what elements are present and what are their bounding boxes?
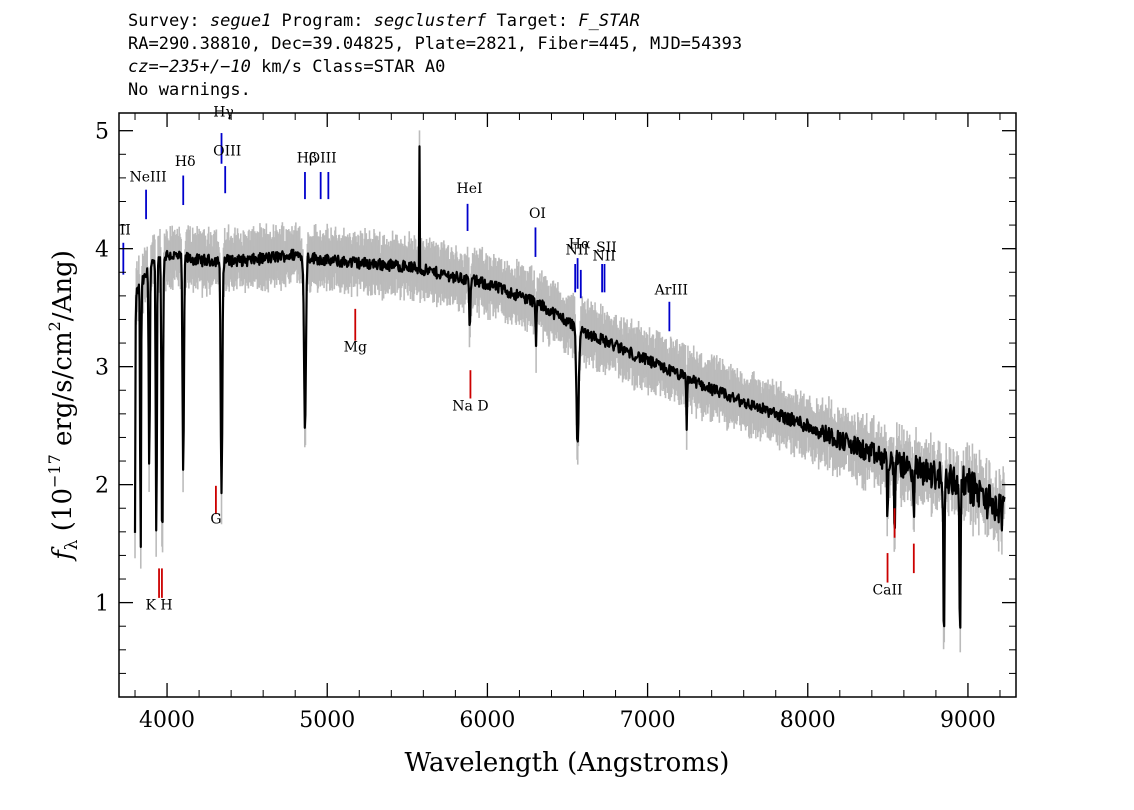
absorption-line-label: Mg [344, 339, 367, 355]
y-label-lambda: λ [62, 539, 82, 550]
x-tick-label: 5000 [299, 708, 355, 733]
emission-line-label: II [120, 223, 131, 239]
emission-line-label: ArIII [654, 283, 688, 299]
emission-line-label: NII [566, 243, 589, 259]
plot-frame [118, 112, 1017, 698]
emission-line-label: Hβ [297, 151, 317, 167]
spectrum-header: Survey: segue1 Program: segclusterf Targ… [128, 10, 742, 102]
y-label-exponent2: 2 [45, 321, 64, 331]
emission-line-label: Hδ [175, 154, 196, 170]
axes: 4000 5000 6000 7000 8000 9000 1 2 3 4 5 [95, 113, 1016, 733]
program-value: segclusterf [373, 11, 487, 31]
spectrum-line [133, 145, 1006, 629]
cz-label: cz= [128, 57, 159, 77]
y-label-units: (10 [48, 488, 78, 540]
y-tick-label: 5 [95, 120, 109, 145]
header-line-warnings: No warnings. [128, 80, 251, 100]
target-value: F_STAR [578, 11, 640, 31]
emission-line-label: SII [596, 240, 617, 256]
y-label-rest: erg/s/cm [48, 331, 78, 454]
absorption-line-label: G [210, 512, 221, 528]
y-tick-label: 4 [95, 238, 109, 263]
x-tick-label: 8000 [780, 708, 836, 733]
header-line-coords: RA=290.38810, Dec=39.04825, Plate=2821, … [128, 34, 743, 54]
line-markers: HγOIIIHδNeIIIHβOIIIHeIOINIIHαNIISIIArIII… [120, 105, 915, 614]
survey-value: segue1 [209, 11, 272, 31]
absorption-line-label: CaII [872, 582, 902, 598]
emission-line-label: NII [592, 248, 615, 264]
absorption-line-label: K H [145, 598, 172, 614]
y-tick-label: 3 [95, 356, 109, 381]
emission-line-label: HeI [457, 181, 483, 197]
spectrum-series [133, 145, 1006, 629]
survey-label: Survey: [128, 11, 210, 31]
emission-line-label: OIII [213, 143, 241, 159]
class-text: km/s Class=STAR A0 [250, 57, 446, 77]
y-label-end: /Ang) [48, 250, 78, 321]
header-line-survey: Survey: segue1 Program: segclusterf Targ… [128, 10, 742, 33]
y-axis-label: fλ (10−17 erg/s/cm2/Ang) [45, 250, 82, 562]
target-label: Target: [486, 11, 579, 31]
y-label-exponent: −17 [45, 454, 64, 488]
emission-line-label: OIII [309, 151, 337, 167]
y-tick-label: 1 [95, 592, 109, 617]
program-label: Program: [271, 11, 374, 31]
x-tick-label: 9000 [940, 708, 996, 733]
x-axis-label: Wavelength (Angstroms) [405, 748, 730, 778]
emission-line-label: OI [529, 206, 546, 222]
header-line-redshift: cz=−235+/−10 km/s Class=STAR A0 [128, 56, 742, 79]
x-tick-label: 4000 [139, 708, 195, 733]
cz-value: −235+/−10 [158, 57, 251, 77]
x-tick-label: 6000 [459, 708, 515, 733]
emission-line-label: Hα [569, 237, 591, 253]
y-tick-label: 2 [95, 474, 109, 499]
absorption-line-label: Na D [452, 398, 488, 414]
x-tick-label: 7000 [620, 708, 676, 733]
emission-line-label: NeIII [129, 169, 166, 185]
noise-band [134, 130, 1006, 653]
